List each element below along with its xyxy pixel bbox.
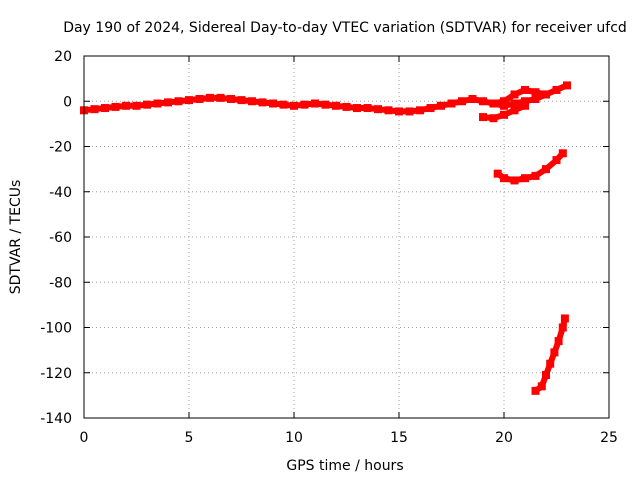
data-point bbox=[269, 99, 277, 108]
data-point bbox=[237, 96, 246, 105]
data-point bbox=[479, 113, 487, 122]
data-point bbox=[500, 110, 508, 119]
data-point bbox=[489, 114, 498, 123]
data-point bbox=[321, 100, 330, 109]
x-tick-label: 5 bbox=[185, 430, 194, 446]
y-tick-label: -120 bbox=[40, 366, 72, 382]
x-tick-label: 25 bbox=[600, 430, 618, 446]
y-tick-label: -20 bbox=[49, 140, 72, 156]
data-point bbox=[332, 101, 340, 110]
data-point bbox=[258, 98, 267, 107]
data-point bbox=[216, 93, 225, 102]
data-point bbox=[552, 156, 561, 165]
y-tick-label: -140 bbox=[40, 411, 72, 427]
chart-title: Day 190 of 2024, Sidereal Day-to-day VTE… bbox=[63, 20, 627, 36]
data-point bbox=[143, 100, 151, 109]
data-point bbox=[521, 85, 529, 94]
data-point bbox=[552, 85, 561, 94]
data-point bbox=[374, 105, 382, 114]
data-point bbox=[558, 149, 567, 158]
x-axis-label: GPS time / hours bbox=[286, 458, 403, 474]
x-tick-label: 20 bbox=[495, 430, 513, 446]
data-point bbox=[560, 314, 569, 323]
data-point bbox=[185, 96, 193, 105]
data-point bbox=[174, 97, 183, 106]
data-point bbox=[153, 99, 162, 108]
data-point bbox=[111, 102, 120, 111]
data-point bbox=[510, 90, 519, 99]
data-point bbox=[384, 106, 393, 115]
data-point bbox=[447, 99, 456, 108]
data-point bbox=[521, 97, 529, 106]
data-point bbox=[510, 99, 519, 108]
axis-ticks: 0 5 10 15 20 25 20 0 -20 -40 -60 -80 -100 -120 -140 bbox=[40, 49, 618, 446]
data-point bbox=[521, 174, 529, 183]
x-tick-label: 10 bbox=[285, 430, 303, 446]
x-tick-label: 0 bbox=[80, 430, 89, 446]
y-tick-label: 0 bbox=[63, 94, 72, 110]
y-tick-label: -100 bbox=[40, 321, 72, 337]
data-point bbox=[500, 97, 508, 106]
data-point bbox=[563, 81, 571, 90]
data-point bbox=[546, 359, 555, 368]
data-point bbox=[468, 94, 477, 103]
y-tick-label: -60 bbox=[49, 230, 72, 246]
y-tick-label: 20 bbox=[54, 49, 72, 65]
data-point bbox=[531, 88, 540, 97]
data-point bbox=[206, 93, 214, 102]
data-point bbox=[164, 98, 172, 107]
data-point bbox=[500, 101, 508, 110]
data-point bbox=[510, 176, 519, 185]
data-point bbox=[437, 101, 445, 110]
data-point bbox=[122, 101, 130, 110]
data-point bbox=[510, 106, 519, 115]
data-point bbox=[493, 169, 502, 178]
data-point bbox=[405, 107, 414, 116]
data-point bbox=[531, 386, 540, 395]
x-tick-label: 15 bbox=[390, 430, 408, 446]
data-point bbox=[531, 94, 540, 103]
data-point bbox=[542, 165, 550, 174]
data-point bbox=[458, 97, 466, 106]
data-point bbox=[132, 101, 141, 110]
data-point bbox=[479, 97, 487, 106]
data-point bbox=[426, 104, 435, 113]
data-point bbox=[395, 107, 403, 116]
data-point bbox=[195, 94, 204, 103]
data-point bbox=[537, 382, 546, 391]
data-point bbox=[489, 99, 498, 108]
data-point bbox=[90, 105, 99, 114]
data-point bbox=[542, 371, 550, 380]
data-point bbox=[521, 101, 529, 110]
data-point bbox=[531, 171, 540, 180]
data-point bbox=[227, 94, 235, 103]
data-point bbox=[500, 174, 508, 183]
y-tick-label: -40 bbox=[49, 185, 72, 201]
data-point bbox=[300, 100, 309, 109]
data-point bbox=[279, 100, 288, 109]
data-point bbox=[416, 106, 424, 115]
data-point bbox=[290, 101, 298, 110]
y-tick-label: -80 bbox=[49, 275, 72, 291]
data-point bbox=[353, 104, 361, 113]
data-point bbox=[311, 99, 319, 108]
data-point bbox=[550, 348, 559, 357]
y-axis-label: SDTVAR / TECUs bbox=[8, 180, 24, 295]
data-point bbox=[542, 90, 550, 99]
data-point bbox=[554, 337, 563, 346]
data-point bbox=[558, 323, 567, 332]
data-point bbox=[363, 104, 372, 113]
data-point bbox=[101, 104, 109, 113]
data-point bbox=[342, 102, 351, 111]
data-series bbox=[80, 81, 571, 395]
data-point bbox=[248, 97, 256, 106]
